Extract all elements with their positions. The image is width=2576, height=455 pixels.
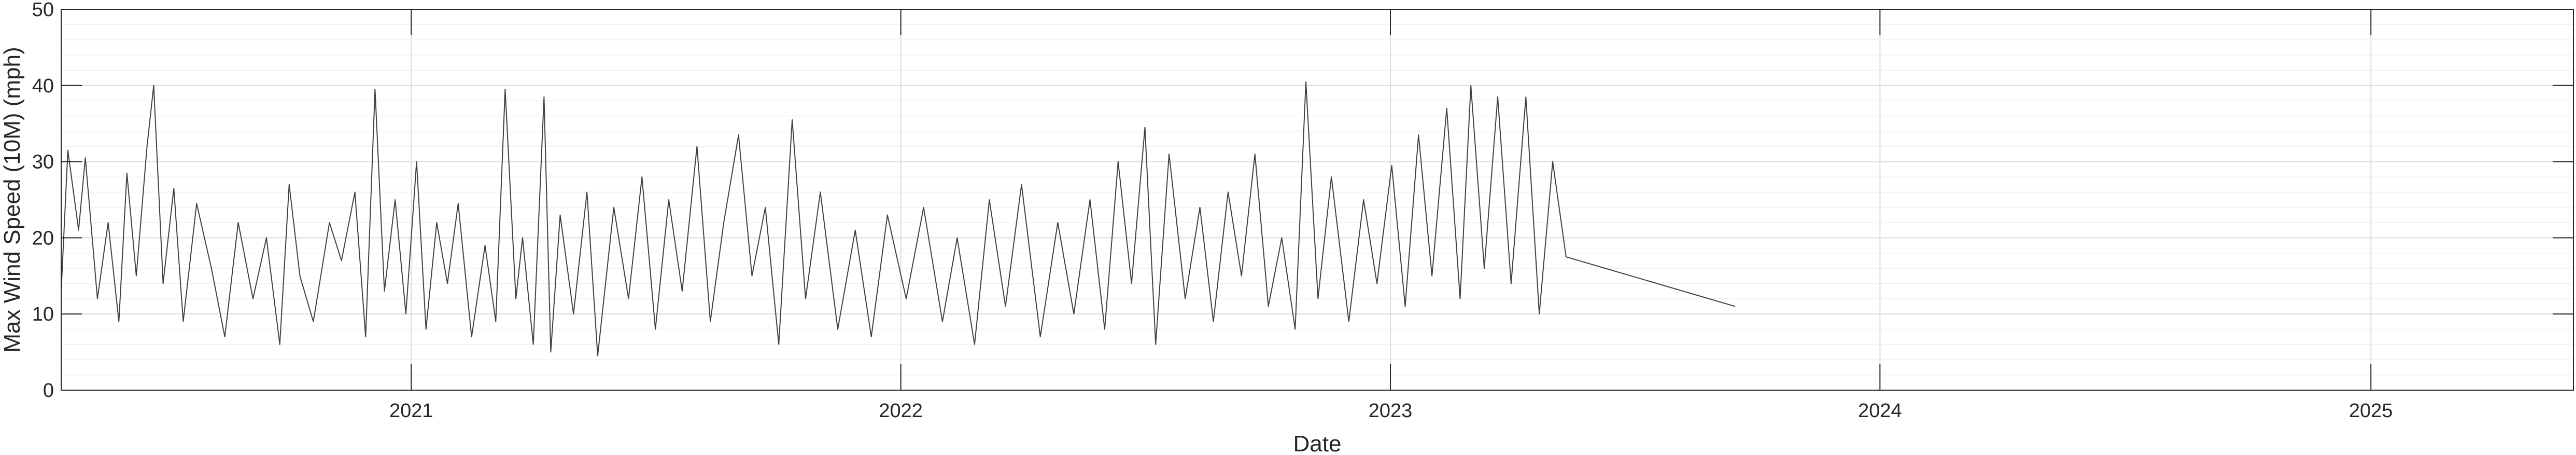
y-tick-label: 10 — [32, 304, 54, 325]
tick-marks — [61, 9, 2573, 391]
series-line — [61, 81, 1567, 356]
y-tick-label: 40 — [32, 75, 54, 97]
x-axis-label: Date — [1293, 431, 1342, 455]
x-tick-label: 2022 — [879, 400, 923, 422]
y-tick-label: 30 — [32, 151, 54, 173]
gap-connector-line — [1566, 256, 1736, 307]
plot-frame — [61, 9, 2574, 391]
x-tick-label: 2023 — [1369, 400, 1413, 422]
y-tick-label: 50 — [32, 0, 54, 21]
plot-background — [61, 9, 2573, 390]
y-tick-label: 0 — [43, 380, 54, 402]
series-layer — [61, 81, 1736, 356]
y-axis-label: Max Wind Speed (10M) (mph) — [0, 47, 25, 352]
x-tick-label: 2021 — [389, 400, 433, 422]
y-tick-label: 20 — [32, 227, 54, 249]
major-grid — [61, 9, 2573, 390]
x-tick-label: 2024 — [1858, 400, 1902, 422]
x-tick-label: 2025 — [2349, 400, 2393, 422]
tick-labels: 0 10 20 30 40 50 2021 2022 2023 2024 2025 — [32, 0, 2393, 422]
